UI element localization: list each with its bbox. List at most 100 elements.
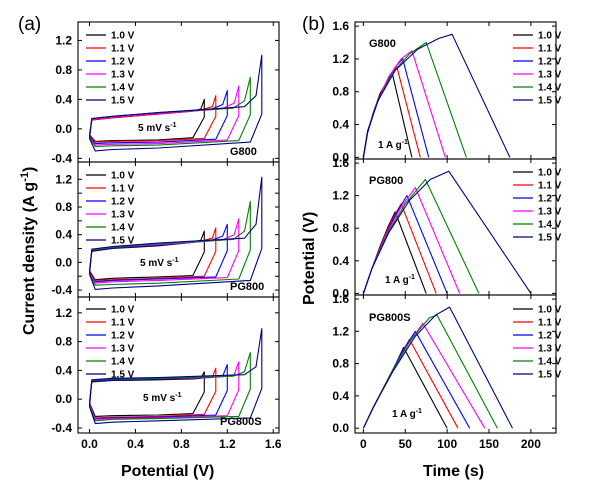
- legend-label: 1.3 V: [538, 70, 562, 81]
- series-10V: [88, 230, 205, 281]
- series-11V: [88, 227, 217, 281]
- y-tick-label: 0.0: [332, 150, 349, 164]
- legend-label: 1.0 V: [111, 31, 135, 42]
- rate-annotation: 5 mV s-1: [138, 122, 177, 134]
- x-tick-label: 100: [437, 437, 457, 451]
- y-tick-label: 0.8: [55, 63, 72, 77]
- rate-annotation: 1 A g-1: [378, 139, 408, 151]
- y-tick-label: 0.8: [332, 85, 349, 99]
- sample-label: PG800S: [220, 416, 262, 428]
- panel-a-ylabel: Current density (A g-1): [19, 167, 38, 335]
- y-tick-label: 0.0: [55, 255, 72, 269]
- y-tick-label: 0.0: [55, 392, 72, 406]
- sample-label: G800: [230, 146, 257, 158]
- series-14V: [88, 351, 251, 422]
- legend-label: 1.3 V: [111, 70, 135, 81]
- legend-label: 1.2 V: [111, 331, 135, 342]
- legend-label: 1.3 V: [538, 344, 562, 355]
- legend-label: 1.3 V: [111, 344, 135, 355]
- y-tick-label: 0.4: [55, 363, 72, 377]
- legend-label: 1.5 V: [538, 233, 562, 244]
- panel-b-xlabel: Time (s): [423, 463, 484, 480]
- legend-label: 1.0 V: [538, 168, 562, 179]
- legend-label: 1.0 V: [538, 31, 562, 42]
- x-tick-label: 200: [521, 437, 541, 451]
- y-tick-label: 0.8: [55, 335, 72, 349]
- legend-label: 1.5 V: [538, 96, 562, 107]
- legend-label: 1.1 V: [111, 184, 135, 195]
- x-tick-label: 1.2: [219, 437, 236, 451]
- y-tick-label: 1.2: [55, 33, 72, 47]
- y-tick-label: 1.2: [332, 52, 349, 66]
- legend-label: 1.4 V: [538, 220, 562, 231]
- legend-label: 1.4 V: [111, 357, 135, 368]
- legend-label: 1.0 V: [111, 305, 135, 316]
- y-tick-label: 1.6: [332, 292, 349, 306]
- x-tick-label: 0: [360, 437, 367, 451]
- legend-label: 1.4 V: [538, 83, 562, 94]
- subplot-b-g800: 0.0 0.4 0.8 1.2 1.6 1.0 V 1.1 V 1.2 V 1.3 V 1.4 V…: [332, 19, 561, 164]
- subplot-b-pg800: 0.0 0.4 0.8 1.2 1.6 1.0 V 1.1 V 1.2 V 1.3 V 1.4 V…: [332, 156, 561, 300]
- series-10V: [88, 98, 205, 142]
- series-15V: [88, 328, 263, 425]
- legend-label: 1.5 V: [111, 370, 135, 381]
- x-tick-label: 1.6: [265, 437, 282, 451]
- series-13V: [88, 85, 240, 146]
- series-12V: [88, 364, 228, 420]
- series-15V: [88, 176, 263, 290]
- legend-label: 1.2 V: [538, 57, 562, 68]
- legend-label: 1.2 V: [538, 194, 562, 205]
- series-15V: [362, 306, 513, 429]
- x-tick-label: 0.8: [173, 437, 190, 451]
- series-14V: [362, 314, 498, 429]
- y-tick-label: 0.4: [332, 389, 349, 403]
- y-tick-label: 1.2: [332, 189, 349, 203]
- panels: -0.4 0.0 0.4 0.8 1.2 1.0 V 1.1 V 1.2 V 1.3 V 1.4 …: [51, 19, 561, 451]
- legend-label: 1.2 V: [538, 331, 562, 342]
- legend-label: 1.0 V: [538, 305, 562, 316]
- legend-label: 1.5 V: [538, 370, 562, 381]
- y-tick-label: 0.4: [55, 92, 72, 106]
- legend-label: 1.2 V: [111, 57, 135, 68]
- y-tick-label: -0.4: [51, 151, 72, 165]
- y-tick-label: 1.6: [332, 19, 349, 33]
- rate-annotation: 1 A g-1: [392, 408, 422, 420]
- legend-label: 1.0 V: [111, 171, 135, 182]
- legend-label: 1.1 V: [111, 318, 135, 329]
- plot-frame: [77, 161, 280, 298]
- legend-label: 1.3 V: [111, 210, 135, 221]
- series-12V: [88, 223, 228, 283]
- plot-frame: [77, 296, 280, 434]
- sample-label: G800: [369, 38, 396, 50]
- sample-label: PG800: [230, 281, 264, 293]
- y-tick-label: 1.6: [332, 156, 349, 170]
- legend-label: 1.1 V: [538, 44, 562, 55]
- rate-annotation: 5 mV s-1: [143, 392, 182, 404]
- y-tick-label: 0.8: [55, 200, 72, 214]
- y-tick-label: 0.0: [55, 122, 72, 136]
- panel-b-letter: (b): [302, 14, 325, 35]
- x-tick-label: 150: [479, 437, 499, 451]
- series-14V: [88, 200, 251, 286]
- sample-label: PG800S: [369, 312, 411, 324]
- y-tick-label: 0.0: [332, 421, 349, 435]
- series-10V: [88, 371, 205, 417]
- panel-a-xlabel: Potential (V): [121, 463, 214, 480]
- subplot-a-pg800s: -0.4 0.0 0.4 0.8 1.2 0.0 0.4 0.8 1.2 1.6 1.0 V 1.1 …: [51, 296, 282, 451]
- y-tick-label: 1.2: [55, 306, 72, 320]
- rate-annotation: 5 mV s-1: [140, 257, 179, 269]
- legend-label: 1.4 V: [111, 83, 135, 94]
- legend-label: 1.5 V: [111, 96, 135, 107]
- series-14V: [362, 178, 480, 294]
- x-tick-label: 0.4: [127, 437, 144, 451]
- series-15V: [362, 170, 532, 294]
- subplot-b-pg800s: 0.0 0.4 0.8 1.2 1.6 0 50 100 150 200 1.0 V 1.1 V 1.2…: [332, 292, 561, 451]
- legend-label: 1.4 V: [111, 223, 135, 234]
- y-tick-label: 1.2: [55, 172, 72, 186]
- y-tick-label: 0.8: [332, 357, 349, 371]
- legend-label: 1.3 V: [538, 207, 562, 218]
- panel-a-letter: (a): [18, 14, 41, 35]
- y-tick-label: 1.2: [332, 324, 349, 338]
- y-tick-label: 0.4: [332, 254, 349, 268]
- series-15V: [88, 54, 263, 152]
